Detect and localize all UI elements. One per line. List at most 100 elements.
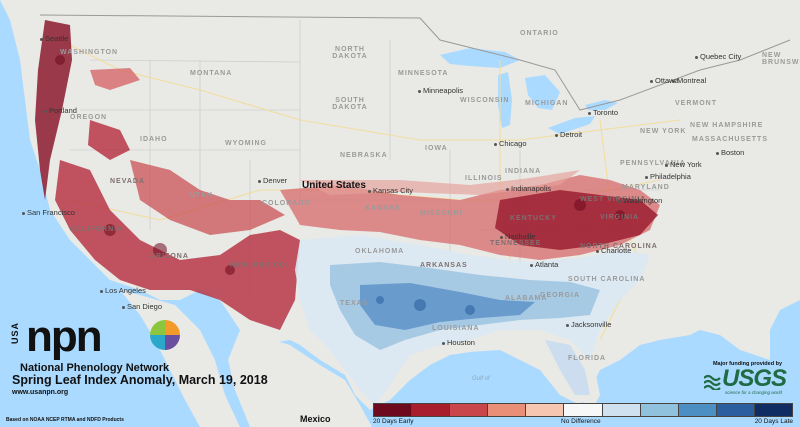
state-label: UTAH bbox=[190, 192, 213, 199]
city-label: Detroit bbox=[555, 130, 582, 139]
city-label: Quebec City bbox=[695, 52, 741, 61]
state-label: NEVADA bbox=[110, 178, 146, 185]
state-label: GEORGIA bbox=[540, 292, 581, 299]
state-label: WEST VIRGINIA bbox=[580, 196, 647, 203]
anomaly-late-zone bbox=[295, 235, 650, 405]
legend-swatch bbox=[602, 404, 641, 416]
state-label: MARYLAND bbox=[622, 184, 670, 191]
city-label: Jacksonville bbox=[566, 320, 611, 329]
funding-text: Major funding provided by bbox=[712, 361, 783, 367]
city-label: Houston bbox=[442, 338, 475, 347]
city-label: San Francisco bbox=[22, 208, 75, 217]
state-label: IDAHO bbox=[140, 136, 168, 143]
state-label: VERMONT bbox=[675, 100, 717, 107]
state-label: KANSAS bbox=[365, 205, 401, 212]
state-label: OKLAHOMA bbox=[355, 248, 405, 255]
state-label: WYOMING bbox=[225, 140, 267, 147]
city-label: Montreal bbox=[672, 76, 706, 85]
country-label: Mexico bbox=[300, 414, 331, 424]
city-label: Portland bbox=[44, 106, 77, 115]
legend-swatch bbox=[564, 404, 603, 416]
legend-swatch bbox=[716, 404, 755, 416]
city-label: Charlotte bbox=[596, 246, 631, 255]
canada-border bbox=[39, 14, 791, 111]
legend-swatch bbox=[374, 404, 413, 416]
website-link[interactable]: www.usanpn.org bbox=[12, 389, 69, 396]
state-label: ARKANSAS bbox=[420, 262, 468, 269]
state-label: NORTH DAKOTA bbox=[332, 46, 368, 60]
legend-swatch bbox=[754, 404, 793, 416]
land-mexico-main bbox=[228, 330, 372, 427]
state-label: SOUTH DAKOTA bbox=[332, 97, 368, 111]
legend-label-late: 20 Days Late bbox=[754, 418, 793, 425]
npn-logo: USA npn bbox=[10, 312, 180, 364]
city-label: Denver bbox=[258, 176, 287, 185]
usgs-tagline: science for a changing world bbox=[725, 390, 783, 395]
usgs-logo: USGS science for a changing world bbox=[700, 365, 795, 395]
city-label: Atlanta bbox=[530, 260, 558, 269]
legend-swatch bbox=[412, 404, 451, 416]
state-label: CALIFORNIA bbox=[70, 226, 124, 233]
city-label: New York bbox=[665, 160, 702, 169]
state-label: ALABAMA bbox=[505, 295, 548, 302]
anomaly-texture bbox=[55, 55, 625, 315]
state-label: MISSOURI bbox=[420, 210, 463, 217]
state-label: MASSACHUSETTS bbox=[692, 136, 769, 143]
org-name: National Phenology Network bbox=[20, 362, 170, 374]
state-label: LOUISIANA bbox=[432, 325, 480, 332]
city-label: Chicago bbox=[494, 139, 527, 148]
state-label: ARIZONA bbox=[150, 253, 189, 260]
legend-swatch bbox=[526, 404, 565, 416]
city-label: Toronto bbox=[588, 108, 618, 117]
country-label: United States bbox=[302, 180, 366, 191]
state-label: VIRGINIA bbox=[600, 214, 640, 221]
state-label: WASHINGTON bbox=[60, 49, 119, 56]
state-label: NEW HAMPSHIRE bbox=[690, 122, 764, 129]
state-label: PENNSYLVANIA bbox=[620, 160, 686, 167]
state-label: NEBRASKA bbox=[340, 152, 388, 159]
legend-label-center: No Difference bbox=[561, 418, 601, 425]
city-label: Washington bbox=[618, 196, 662, 205]
state-label: NEW YORK bbox=[640, 128, 687, 135]
legend-swatch bbox=[488, 404, 527, 416]
city-label: Ottawa bbox=[650, 76, 679, 85]
lake-huron bbox=[525, 75, 560, 110]
state-label: MONTANA bbox=[190, 70, 233, 77]
state-label: NORTH CAROLINA bbox=[580, 243, 658, 250]
legend-colorbar bbox=[373, 403, 793, 417]
state-label: WISCONSIN bbox=[460, 97, 510, 104]
anomaly-early-zone bbox=[35, 20, 660, 330]
city-label: Minneapolis bbox=[418, 86, 463, 95]
state-label: ILLINOIS bbox=[465, 175, 503, 182]
state-label: TEXAS bbox=[340, 300, 369, 307]
npn-wordmark: npn bbox=[26, 312, 103, 361]
city-label: Boston bbox=[716, 148, 744, 157]
funding-credit: Major funding provided by USGS science f… bbox=[700, 361, 795, 395]
city-label: Kansas City bbox=[368, 186, 413, 195]
usgs-wordmark: USGS bbox=[722, 365, 787, 392]
state-label: FLORIDA bbox=[568, 355, 607, 362]
state-label: COLORADO bbox=[262, 200, 311, 207]
state-label: SOUTH CAROLINA bbox=[568, 276, 646, 283]
state-label: MICHIGAN bbox=[525, 100, 569, 107]
state-label: OREGON bbox=[70, 114, 108, 121]
city-label: Los Angeles bbox=[100, 286, 146, 295]
lake-michigan bbox=[498, 72, 512, 128]
state-label: TENNESSEE bbox=[490, 240, 542, 247]
usgs-wave-icon bbox=[704, 374, 721, 390]
state-label: INDIANA bbox=[505, 168, 542, 175]
legend-label-early: 20 Days Early bbox=[373, 418, 414, 425]
city-label: San Diego bbox=[122, 302, 162, 311]
anomaly-legend: 20 Days Early No Difference 20 Days Late bbox=[373, 403, 793, 427]
state-label: NEW MEXICO bbox=[230, 262, 286, 269]
source-note: Based on NOAA NCEP RTMA and NDFD Product… bbox=[6, 417, 124, 423]
state-label: KENTUCKY bbox=[510, 215, 557, 222]
city-label: Indianapolis bbox=[506, 184, 551, 193]
state-label: IOWA bbox=[425, 145, 448, 152]
state-label: NEW BRUNSWICK bbox=[762, 52, 800, 66]
lake-erie bbox=[548, 116, 595, 134]
city-label: Philadelphia bbox=[645, 172, 691, 181]
legend-swatch bbox=[678, 404, 717, 416]
